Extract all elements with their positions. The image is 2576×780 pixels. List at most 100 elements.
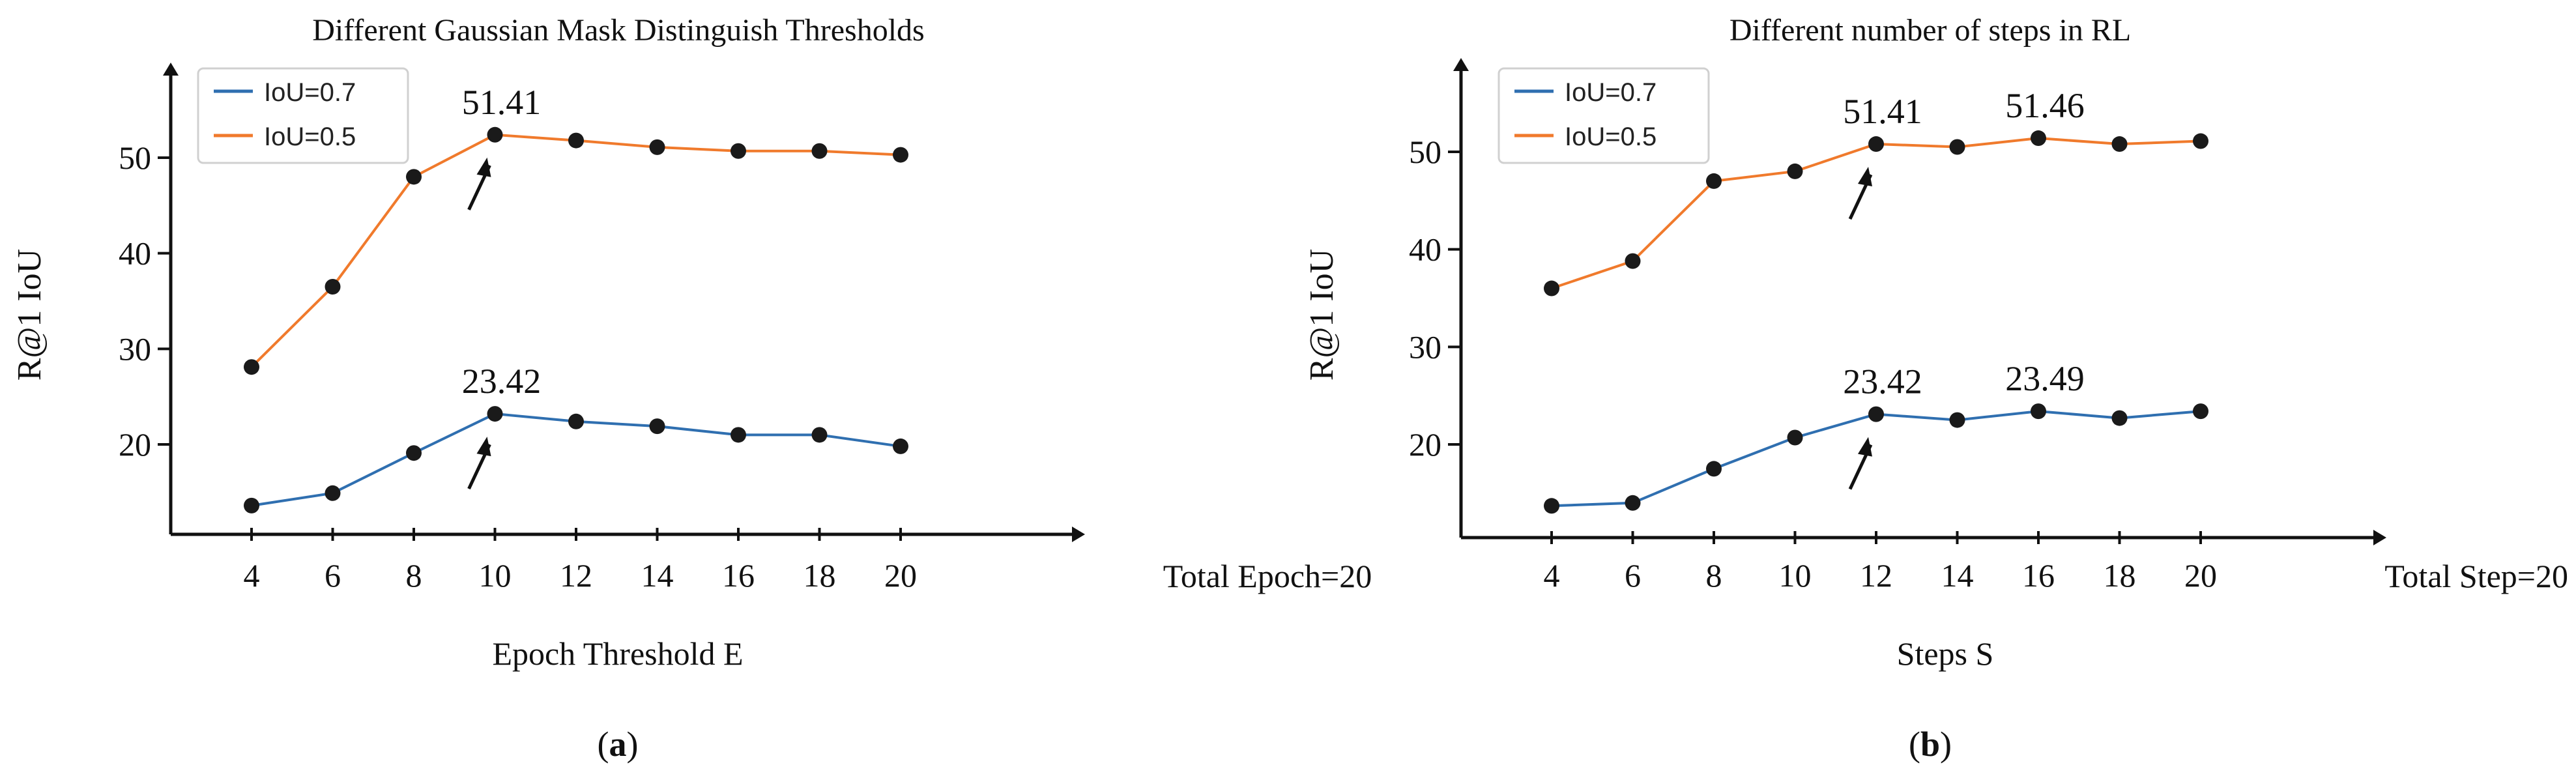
data-point-iou07 <box>2193 403 2208 420</box>
panel-a-caption: (a) <box>598 725 639 764</box>
panel-b-caption: (b) <box>1909 725 1952 764</box>
value-annotation: 51.41 <box>462 83 542 122</box>
series-line-iou07 <box>1551 410 2201 508</box>
x-tick-label: 6 <box>325 557 341 594</box>
data-point-iou07 <box>1949 412 1965 428</box>
panel-a-y-ticks: 20 30 40 50 <box>119 139 171 463</box>
data-point-iou07 <box>244 497 259 513</box>
value-annotation: 51.46 <box>2005 86 2085 125</box>
data-point-iou07 <box>731 427 746 443</box>
panel-b-y-arrowhead <box>1453 58 1469 71</box>
panel-b-legend-label-iou07: IoU=0.7 <box>1565 78 1657 107</box>
x-tick-label: 4 <box>1544 557 1560 594</box>
value-annotation: 23.42 <box>1843 362 1922 401</box>
panel-b-x-suffix: Total Step=20 <box>2384 558 2568 594</box>
panel-a: Different Gaussian Mask Distinguish Thre… <box>11 13 1372 764</box>
data-point-iou05 <box>731 143 746 159</box>
panel-b-xlabel: Steps S <box>1897 635 1994 672</box>
y-tick-label: 20 <box>119 426 151 463</box>
y-tick-label: 40 <box>1409 231 1441 268</box>
panel-b-x-arrowhead <box>2373 530 2386 545</box>
data-point-iou07 <box>1625 495 1641 511</box>
data-point-iou05 <box>1949 139 1965 155</box>
panel-a-x-suffix: Total Epoch=20 <box>1163 558 1372 594</box>
data-point-iou07 <box>1787 429 1803 446</box>
data-point-iou07 <box>1706 461 1722 477</box>
panel-b-annotations: 51.41 51.46 23.42 23.49 <box>1843 86 2085 490</box>
panel-b-legend: IoU=0.7 IoU=0.5 <box>1498 67 1710 164</box>
data-point-iou07 <box>2111 410 2128 426</box>
x-tick-label: 16 <box>722 557 755 594</box>
y-tick-label: 30 <box>119 330 151 367</box>
y-tick-label: 40 <box>119 235 151 272</box>
value-annotation: 23.42 <box>462 362 542 401</box>
x-tick-label: 16 <box>2022 557 2055 594</box>
data-point-iou07 <box>649 418 665 435</box>
data-point-iou05 <box>406 169 422 185</box>
panel-b-series <box>1544 130 2208 514</box>
x-tick-label: 20 <box>2184 557 2217 594</box>
data-point-iou05 <box>649 139 665 155</box>
y-tick-label: 50 <box>1409 134 1441 170</box>
data-point-iou07 <box>487 406 503 422</box>
data-point-iou05 <box>568 132 584 149</box>
data-point-iou05 <box>1787 163 1803 179</box>
pointer-arrowhead <box>1858 437 1872 457</box>
series-line-iou05 <box>250 133 901 368</box>
value-annotation: 23.49 <box>2005 359 2085 398</box>
data-point-iou07 <box>325 485 341 501</box>
panel-a-label: a <box>609 725 627 764</box>
data-point-iou05 <box>325 279 341 295</box>
x-tick-label: 14 <box>641 557 674 594</box>
panel-a-xlabel: Epoch Threshold E <box>492 635 743 672</box>
value-annotation: 51.41 <box>1843 92 1922 131</box>
data-point-iou05 <box>2193 133 2208 149</box>
x-tick-label: 12 <box>1860 557 1892 594</box>
pointer-arrowhead <box>476 157 491 177</box>
panel-a-x-ticks: 4 6 8 10 12 14 16 18 20 <box>244 528 917 594</box>
data-point-iou05 <box>1868 136 1884 152</box>
panel-b: Different number of steps in RL R@1 IoU … <box>1303 13 2568 764</box>
data-point-iou07 <box>406 445 422 461</box>
panel-a-legend-label-iou05: IoU=0.5 <box>264 123 356 151</box>
panel-b-title: Different number of steps in RL <box>1729 13 2131 48</box>
panel-a-ylabel: R@1 IoU <box>11 249 48 381</box>
data-point-iou05 <box>487 126 503 143</box>
x-tick-label: 6 <box>1625 557 1641 594</box>
x-tick-label: 12 <box>560 557 592 594</box>
panel-b-y-ticks: 20 30 40 50 <box>1409 134 1461 463</box>
x-tick-label: 4 <box>244 557 260 594</box>
panel-b-x-ticks: 4 6 8 10 12 14 16 18 20 <box>1544 531 2217 594</box>
x-tick-label: 8 <box>406 557 422 594</box>
data-point-iou05 <box>1706 173 1722 189</box>
data-point-iou07 <box>811 427 828 443</box>
x-tick-label: 18 <box>2104 557 2136 594</box>
x-tick-label: 10 <box>479 557 512 594</box>
panel-a-legend-label-iou07: IoU=0.7 <box>264 78 356 107</box>
x-tick-label: 20 <box>884 557 917 594</box>
data-point-iou05 <box>244 359 259 375</box>
y-tick-label: 50 <box>119 139 151 176</box>
data-point-iou07 <box>568 413 584 429</box>
panel-a-title: Different Gaussian Mask Distinguish Thre… <box>312 13 924 48</box>
pointer-arrowhead <box>476 437 491 457</box>
data-point-iou05 <box>2031 130 2046 147</box>
panel-a-legend: IoU=0.7 IoU=0.5 <box>197 67 409 164</box>
data-point-iou05 <box>1544 280 1559 296</box>
x-tick-label: 8 <box>1706 557 1722 594</box>
x-tick-label: 18 <box>803 557 836 594</box>
panel-a-series <box>244 126 908 513</box>
y-tick-label: 30 <box>1409 328 1441 365</box>
data-point-iou05 <box>1625 253 1641 269</box>
y-tick-label: 20 <box>1409 426 1441 463</box>
panel-b-label: b <box>1920 725 1940 764</box>
data-point-iou07 <box>1544 498 1559 514</box>
panel-b-ylabel: R@1 IoU <box>1303 249 1340 381</box>
data-point-iou07 <box>893 438 908 454</box>
data-point-iou05 <box>811 143 828 159</box>
panel-a-y-arrowhead <box>163 63 179 76</box>
panel-a-x-arrowhead <box>1072 527 1085 542</box>
data-point-iou07 <box>1868 406 1884 422</box>
panel-a-annotations: 51.41 23.42 <box>462 83 542 490</box>
